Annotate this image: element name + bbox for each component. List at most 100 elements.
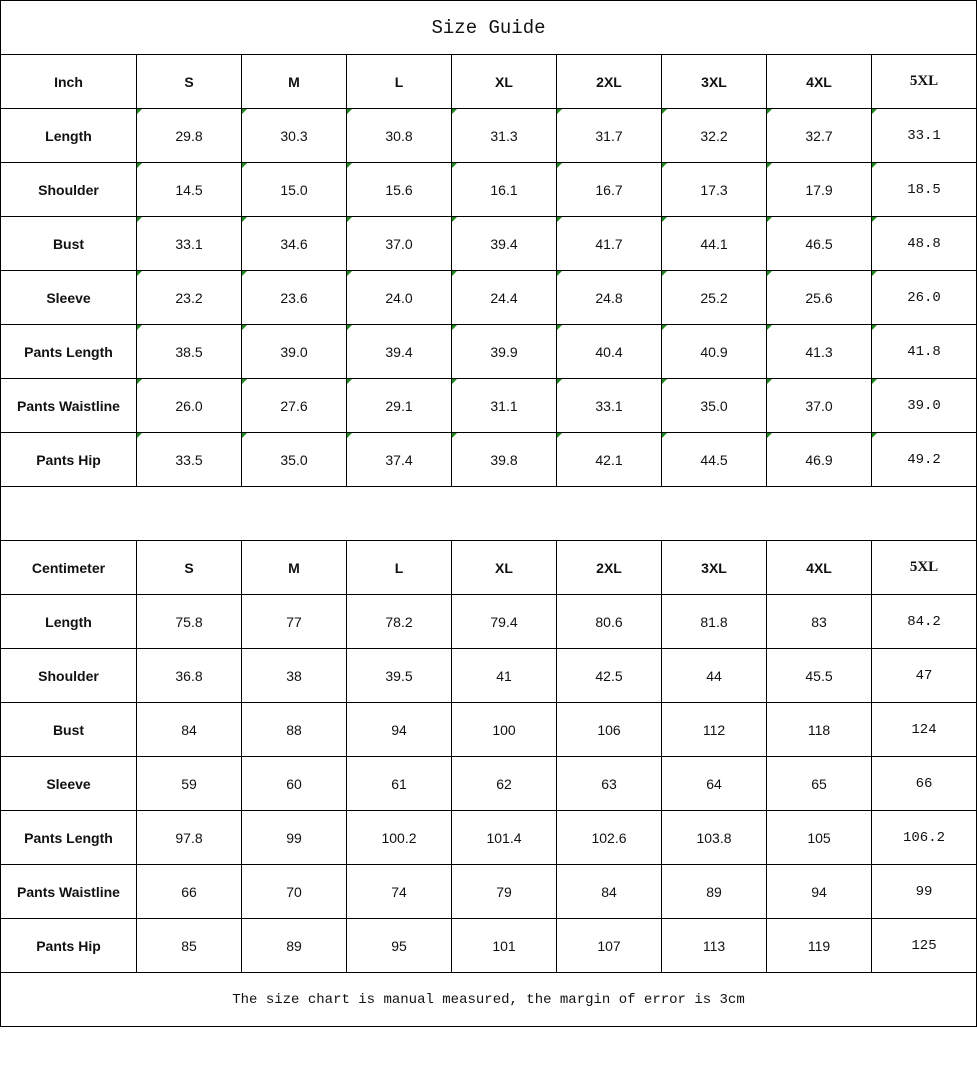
size-header: 3XL xyxy=(661,54,767,109)
value-cell: 37.0 xyxy=(346,216,452,271)
value-cell: 112 xyxy=(661,702,767,757)
table-row: Bust 33.1 34.6 37.0 39.4 41.7 44.1 46.5 48.8 xyxy=(0,216,977,271)
value-cell: 48.8 xyxy=(871,216,977,271)
size-header: M xyxy=(241,54,347,109)
value-cell: 41.7 xyxy=(556,216,662,271)
row-label: Length xyxy=(0,108,137,163)
row-label: Bust xyxy=(0,216,137,271)
table-row: Pants Hip 85 89 95 101 107 113 119 125 xyxy=(0,918,977,973)
value-cell: 37.4 xyxy=(346,432,452,487)
row-label: Sleeve xyxy=(0,756,137,811)
value-cell: 34.6 xyxy=(241,216,347,271)
row-label: Shoulder xyxy=(0,162,137,217)
value-cell: 35.0 xyxy=(661,378,767,433)
value-cell: 99 xyxy=(871,864,977,919)
size-header: 2XL xyxy=(556,54,662,109)
value-cell: 88 xyxy=(241,702,347,757)
table-row: Shoulder 36.8 38 39.5 41 42.5 44 45.5 47 xyxy=(0,648,977,703)
value-cell: 38 xyxy=(241,648,347,703)
value-cell: 33.1 xyxy=(871,108,977,163)
value-cell: 29.8 xyxy=(136,108,242,163)
value-cell: 119 xyxy=(766,918,872,973)
value-cell: 46.9 xyxy=(766,432,872,487)
value-cell: 41 xyxy=(451,648,557,703)
value-cell: 46.5 xyxy=(766,216,872,271)
table-row: Pants Waistline 26.0 27.6 29.1 31.1 33.1 35.0 3… xyxy=(0,378,977,433)
value-cell: 59 xyxy=(136,756,242,811)
table-row: Length 75.8 77 78.2 79.4 80.6 81.8 83 84.2 xyxy=(0,594,977,649)
value-cell: 23.6 xyxy=(241,270,347,325)
size-header: XL xyxy=(451,54,557,109)
row-label: Bust xyxy=(0,702,137,757)
value-cell: 89 xyxy=(241,918,347,973)
value-cell: 16.1 xyxy=(451,162,557,217)
value-cell: 49.2 xyxy=(871,432,977,487)
value-cell: 63 xyxy=(556,756,662,811)
table-row: Sleeve 59 60 61 62 63 64 65 66 xyxy=(0,756,977,811)
size-header: 5XL xyxy=(871,54,977,109)
value-cell: 105 xyxy=(766,810,872,865)
table-row: Pants Hip 33.5 35.0 37.4 39.8 42.1 44.5 46.9 49.… xyxy=(0,432,977,487)
value-cell: 17.3 xyxy=(661,162,767,217)
value-cell: 118 xyxy=(766,702,872,757)
value-cell: 38.5 xyxy=(136,324,242,379)
value-cell: 60 xyxy=(241,756,347,811)
size-header: 4XL xyxy=(766,540,872,595)
value-cell: 26.0 xyxy=(136,378,242,433)
value-cell: 84 xyxy=(136,702,242,757)
size-header: L xyxy=(346,540,452,595)
row-label: Sleeve xyxy=(0,270,137,325)
value-cell: 24.0 xyxy=(346,270,452,325)
value-cell: 35.0 xyxy=(241,432,347,487)
value-cell: 99 xyxy=(241,810,347,865)
value-cell: 44.1 xyxy=(661,216,767,271)
footer-row: The size chart is manual measured, the m… xyxy=(0,972,977,1027)
size-header: 2XL xyxy=(556,540,662,595)
row-label: Shoulder xyxy=(0,648,137,703)
value-cell: 24.4 xyxy=(451,270,557,325)
table-row: Sleeve 23.2 23.6 24.0 24.4 24.8 25.2 25.6 26.0 xyxy=(0,270,977,325)
size-header: M xyxy=(241,540,347,595)
value-cell: 40.4 xyxy=(556,324,662,379)
value-cell: 66 xyxy=(136,864,242,919)
page-title: Size Guide xyxy=(0,0,977,55)
header-row: Inch S M L XL 2XL 3XL 4XL 5XL xyxy=(0,54,977,109)
value-cell: 101.4 xyxy=(451,810,557,865)
value-cell: 25.2 xyxy=(661,270,767,325)
blank-cell xyxy=(0,486,977,541)
value-cell: 41.8 xyxy=(871,324,977,379)
value-cell: 66 xyxy=(871,756,977,811)
value-cell: 125 xyxy=(871,918,977,973)
value-cell: 100 xyxy=(451,702,557,757)
table-row: Shoulder 14.5 15.0 15.6 16.1 16.7 17.3 17.9 18.5 xyxy=(0,162,977,217)
size-header: S xyxy=(136,540,242,595)
value-cell: 41.3 xyxy=(766,324,872,379)
value-cell: 89 xyxy=(661,864,767,919)
value-cell: 47 xyxy=(871,648,977,703)
footer-note: The size chart is manual measured, the m… xyxy=(0,972,977,1027)
row-label: Pants Length xyxy=(0,324,137,379)
value-cell: 100.2 xyxy=(346,810,452,865)
unit-header: Centimeter xyxy=(0,540,137,595)
size-header: 3XL xyxy=(661,540,767,595)
value-cell: 16.7 xyxy=(556,162,662,217)
value-cell: 27.6 xyxy=(241,378,347,433)
value-cell: 70 xyxy=(241,864,347,919)
table-row: Length 29.8 30.3 30.8 31.3 31.7 32.2 32.7 33.1 xyxy=(0,108,977,163)
table-row: Pants Length 97.8 99 100.2 101.4 102.6 103.8 10… xyxy=(0,810,977,865)
value-cell: 15.0 xyxy=(241,162,347,217)
value-cell: 23.2 xyxy=(136,270,242,325)
value-cell: 39.9 xyxy=(451,324,557,379)
value-cell: 42.1 xyxy=(556,432,662,487)
value-cell: 65 xyxy=(766,756,872,811)
value-cell: 15.6 xyxy=(346,162,452,217)
value-cell: 94 xyxy=(766,864,872,919)
size-header: L xyxy=(346,54,452,109)
value-cell: 102.6 xyxy=(556,810,662,865)
value-cell: 44.5 xyxy=(661,432,767,487)
value-cell: 30.3 xyxy=(241,108,347,163)
row-label: Pants Length xyxy=(0,810,137,865)
value-cell: 33.1 xyxy=(136,216,242,271)
size-header: XL xyxy=(451,540,557,595)
value-cell: 36.8 xyxy=(136,648,242,703)
